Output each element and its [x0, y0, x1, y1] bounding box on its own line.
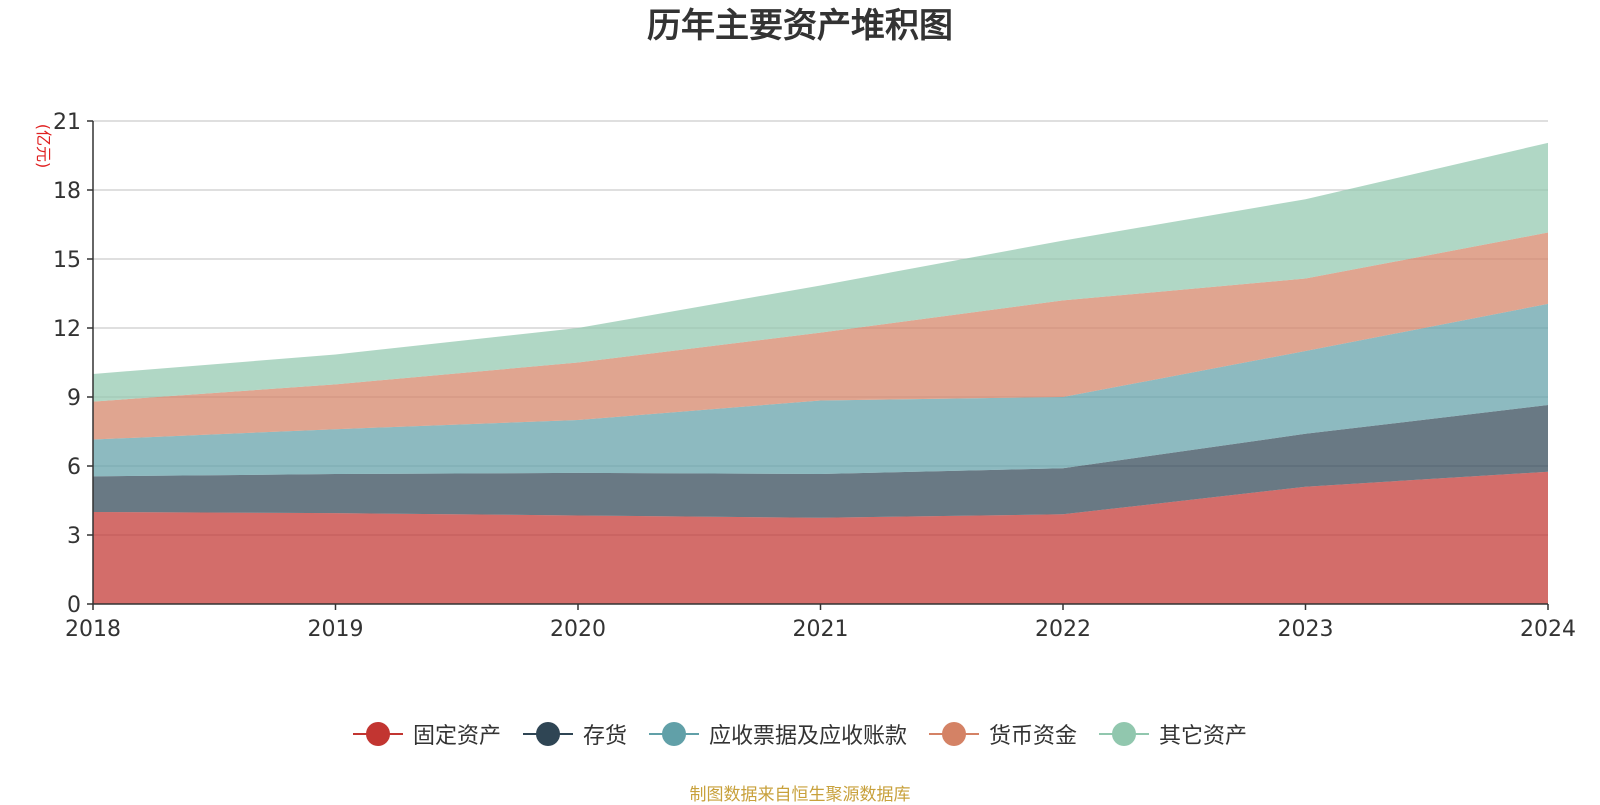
- axis-layer: 0 3 6 9 12 15 18 21 2018 2019 2020 2021 2022 2023 2024: [53, 110, 1576, 642]
- area-series-1: [93, 405, 1548, 518]
- legend-dot-icon: [1112, 722, 1137, 746]
- area-layer: [93, 142, 1548, 604]
- x-tick-label: 2022: [1035, 617, 1091, 642]
- x-tick-label: 2018: [65, 617, 121, 642]
- chart-title: 历年主要资产堆积图: [647, 6, 953, 46]
- legend-marker-icon: [522, 722, 573, 746]
- y-axis-unit-label: (亿元): [34, 124, 53, 169]
- y-tick-label: 15: [53, 248, 81, 273]
- legend: 固定资产 存货 应收票据及应收账款 货币资金 其它资产: [0, 718, 1600, 750]
- legend-item-inventory[interactable]: 存货: [522, 718, 627, 750]
- legend-marker-icon: [929, 722, 979, 746]
- x-tick-label: 2023: [1278, 617, 1334, 642]
- y-tick-label: 18: [53, 179, 81, 204]
- area-series-0: [93, 471, 1548, 604]
- y-tick-label: 12: [53, 317, 81, 342]
- legend-dot-icon: [942, 722, 966, 746]
- legend-item-fixed-assets[interactable]: 固定资产: [352, 718, 501, 750]
- legend-item-other-assets[interactable]: 其它资产: [1099, 718, 1247, 750]
- x-tick-label: 2019: [308, 617, 364, 642]
- legend-marker-icon: [352, 722, 403, 746]
- legend-dot-icon: [661, 722, 686, 746]
- y-tick-label: 21: [53, 110, 81, 135]
- x-tick-label: 2020: [550, 617, 606, 642]
- legend-label: 其它资产: [1159, 724, 1248, 749]
- area-series-2: [93, 303, 1548, 477]
- legend-marker-icon: [1099, 722, 1150, 746]
- legend-label: 存货: [582, 724, 627, 749]
- source-note: 制图数据来自恒生聚源数据库: [689, 785, 911, 805]
- area-series-3: [93, 232, 1548, 440]
- x-tick-label: 2021: [793, 617, 849, 642]
- legend-item-cash[interactable]: 货币资金: [929, 718, 1077, 750]
- legend-label: 应收票据及应收账款: [708, 724, 907, 749]
- y-tick-label: 9: [67, 386, 81, 411]
- legend-item-receivables[interactable]: 应收票据及应收账款: [648, 718, 907, 750]
- legend-label: 货币资金: [989, 724, 1078, 749]
- legend-marker-icon: [648, 722, 699, 746]
- legend-dot-icon: [535, 722, 560, 746]
- area-series-4: [93, 142, 1548, 402]
- legend-label: 固定资产: [412, 724, 501, 749]
- y-tick-label: 0: [67, 593, 81, 618]
- legend-dot-icon: [365, 722, 390, 746]
- x-tick-label: 2024: [1520, 617, 1576, 642]
- y-tick-label: 3: [67, 524, 81, 549]
- y-tick-label: 6: [67, 455, 81, 480]
